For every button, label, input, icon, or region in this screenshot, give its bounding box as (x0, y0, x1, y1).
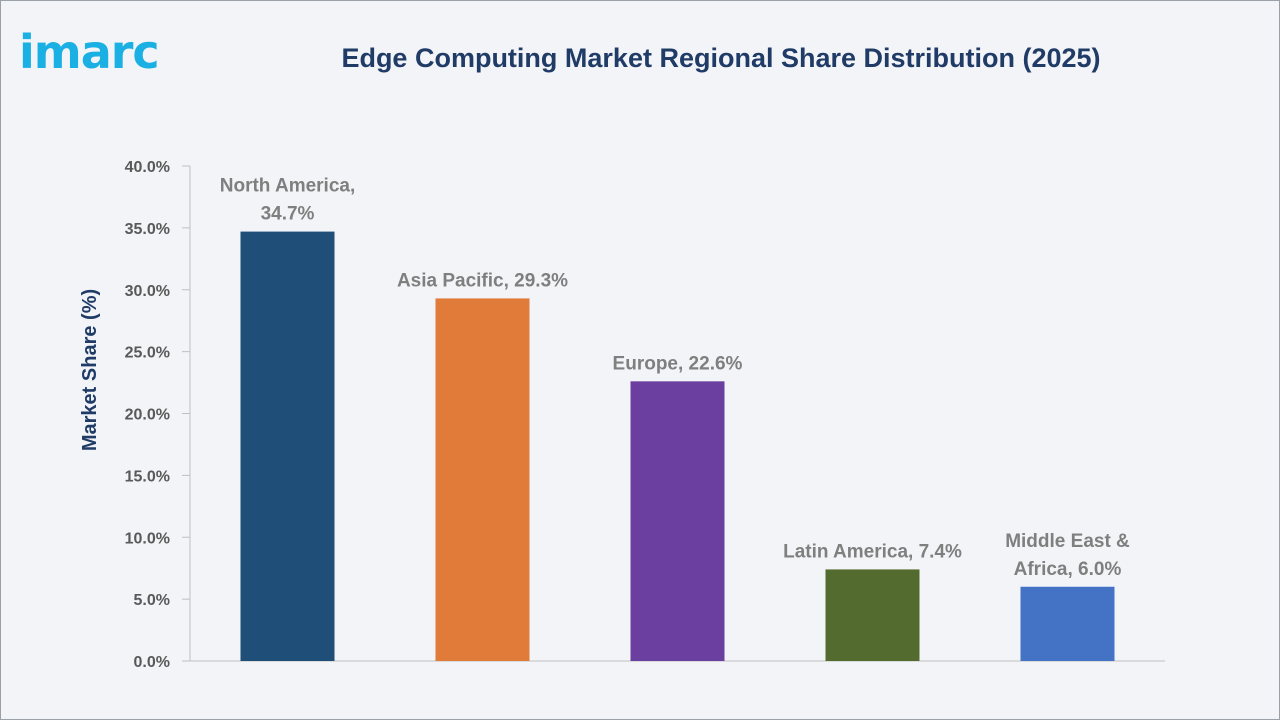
y-tick-label: 35.0% (125, 221, 170, 238)
y-tick-label: 0.0% (134, 654, 170, 671)
y-tick-label: 30.0% (125, 283, 170, 300)
y-tick-label: 40.0% (125, 159, 170, 176)
bar-north-america (240, 231, 335, 661)
y-tick-label: 20.0% (125, 407, 170, 424)
imarc-logo: imarc (19, 25, 160, 79)
bar-middle-east-africa (1020, 586, 1115, 661)
data-label: Asia Pacific, 29.3% (397, 270, 568, 291)
y-axis-label: Market Share (%) (79, 289, 101, 451)
data-label: Latin America, 7.4% (783, 541, 962, 562)
data-label: North America, 34.7% (220, 176, 356, 225)
chart-title: Edge Computing Market Regional Share Dis… (341, 43, 1101, 73)
data-label: Europe, 22.6% (613, 353, 743, 374)
y-tick-label: 15.0% (125, 468, 170, 485)
bar-latin-america (825, 569, 920, 661)
y-tick-label: 25.0% (125, 345, 170, 362)
y-tick-label: 10.0% (125, 530, 170, 547)
y-tick-label: 5.0% (134, 592, 170, 609)
bar-europe (630, 381, 725, 661)
data-label: Middle East & Africa, 6.0% (1005, 531, 1130, 580)
bar-asia-pacific (435, 298, 530, 661)
